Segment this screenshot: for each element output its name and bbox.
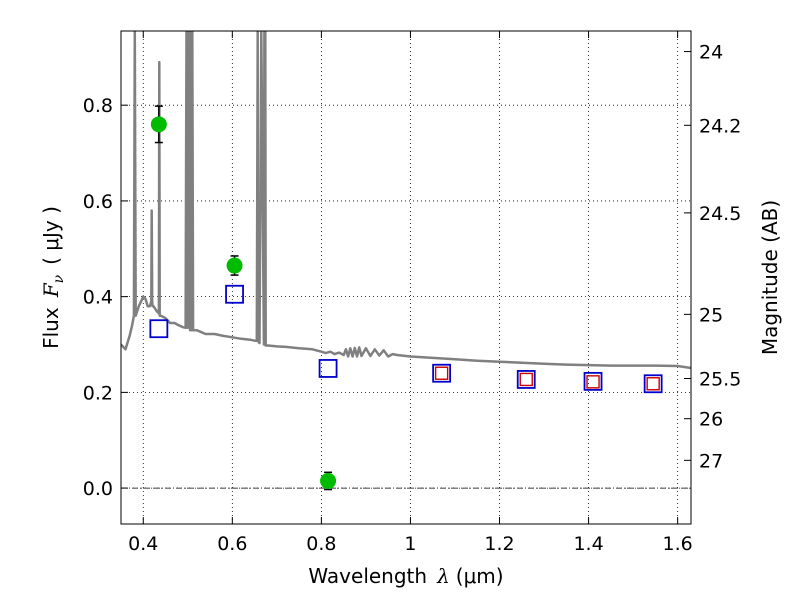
y-tick-label: 0.8 bbox=[83, 95, 113, 117]
x-axis-title: Wavelength λ (μm) bbox=[308, 564, 503, 588]
y-tick-label: 0.0 bbox=[83, 478, 113, 500]
x-tick-label: 1 bbox=[404, 533, 416, 555]
x-tick-label: 1.4 bbox=[573, 533, 603, 555]
y2-tick-label: 25 bbox=[699, 304, 723, 326]
model-photometry-blue-marker bbox=[643, 374, 663, 394]
y-axis-unit: ( μJy ) bbox=[39, 206, 63, 265]
y-tick-label: 0.4 bbox=[83, 287, 113, 309]
y-axis-symbol: F bbox=[39, 282, 63, 298]
model-photometry-blue-marker bbox=[583, 371, 603, 391]
y-axis-label: Flux bbox=[39, 307, 63, 349]
model-photometry-blue-marker bbox=[432, 363, 452, 383]
x-axis-symbol: λ bbox=[436, 564, 450, 588]
y2-tick-label: 24.2 bbox=[699, 115, 741, 137]
x-tick-label: 0.4 bbox=[128, 533, 158, 555]
model-photometry-red-marker bbox=[434, 366, 449, 380]
model-photometry-red-marker bbox=[646, 377, 660, 391]
model-photometry-red-series bbox=[434, 366, 660, 391]
observed-photometry-point bbox=[150, 116, 167, 133]
y2-tick-label: 27 bbox=[699, 450, 723, 472]
model-photometry-blue-marker bbox=[516, 370, 536, 389]
model-photometry-blue-marker bbox=[225, 284, 244, 304]
model-photometry-red-marker bbox=[586, 375, 600, 389]
sed-model-line bbox=[121, 31, 691, 370]
x-tick-label: 1.6 bbox=[663, 533, 693, 555]
x-tick-label: 1.2 bbox=[484, 533, 514, 555]
model-photometry-blue-marker bbox=[318, 359, 338, 378]
model-photometry-blue-marker bbox=[149, 319, 169, 339]
y-tick-label: 0.6 bbox=[83, 191, 113, 213]
x-axis-label: Wavelength bbox=[308, 564, 427, 588]
y2-tick-label: 25.5 bbox=[699, 368, 741, 390]
y2-tick-label: 24.5 bbox=[699, 203, 741, 225]
model-photometry-blue-series bbox=[149, 284, 663, 394]
y2-axis-title: Magnitude (AB) bbox=[758, 200, 782, 355]
x-tick-label: 0.8 bbox=[306, 533, 336, 555]
axis-ticks: 0.4 0.6 0.8 1 1.2 1.4 1.6 0.0 0.2 0.4 0.6 0.8 24 24.2… bbox=[83, 31, 741, 555]
observed-photometry-point bbox=[226, 257, 243, 274]
observed-photometry-series bbox=[150, 105, 337, 491]
sed-model-series bbox=[121, 31, 691, 370]
x-axis-unit: (μm) bbox=[456, 564, 504, 588]
x-tick-label: 0.6 bbox=[217, 533, 247, 555]
model-photometry-red-marker bbox=[519, 372, 533, 387]
y-tick-label: 0.2 bbox=[83, 382, 113, 404]
y-axis-title: Flux Fν ( μJy ) bbox=[39, 206, 67, 349]
observed-photometry-point bbox=[320, 472, 337, 489]
grid bbox=[121, 31, 691, 524]
y2-tick-label: 24 bbox=[699, 42, 723, 64]
y2-tick-label: 26 bbox=[699, 409, 723, 431]
y-axis-subscript: ν bbox=[51, 274, 67, 283]
plot-frame bbox=[120, 30, 692, 525]
